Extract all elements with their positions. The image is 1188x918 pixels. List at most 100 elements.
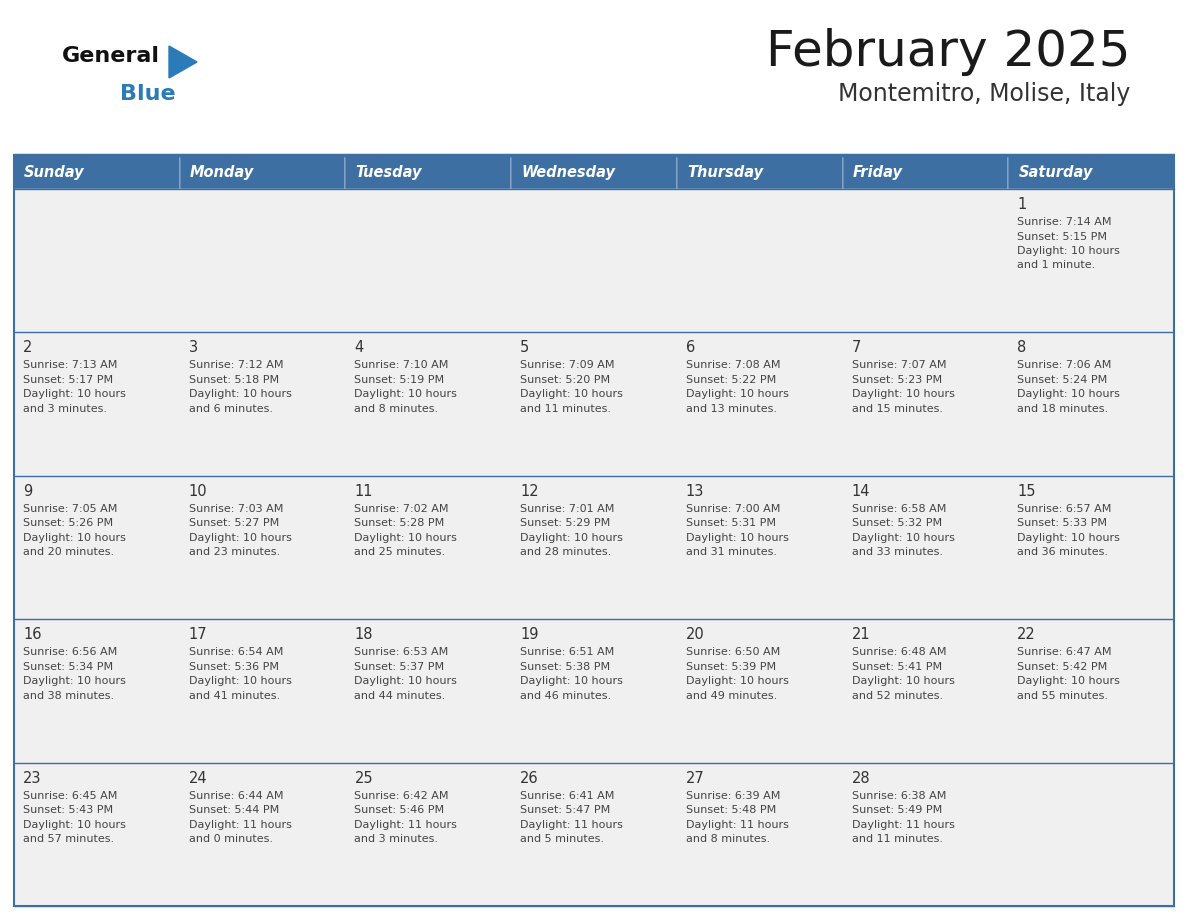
Bar (346, 189, 511, 332)
Bar (179, 476, 346, 620)
Text: Tuesday: Tuesday (355, 164, 422, 180)
Text: Sunrise: 6:38 AM: Sunrise: 6:38 AM (852, 790, 946, 800)
Bar (677, 332, 842, 476)
Text: and 8 minutes.: and 8 minutes. (685, 834, 770, 844)
Text: Sunset: 5:34 PM: Sunset: 5:34 PM (23, 662, 113, 672)
Text: Sunset: 5:46 PM: Sunset: 5:46 PM (354, 805, 444, 815)
Text: Sunrise: 6:57 AM: Sunrise: 6:57 AM (1017, 504, 1112, 514)
Bar (346, 332, 511, 476)
Bar (1009, 620, 1174, 763)
Text: Sunrise: 6:56 AM: Sunrise: 6:56 AM (23, 647, 118, 657)
Bar (1009, 476, 1174, 620)
Text: Daylight: 10 hours: Daylight: 10 hours (23, 820, 126, 830)
Text: Sunset: 5:41 PM: Sunset: 5:41 PM (852, 662, 942, 672)
Text: 27: 27 (685, 770, 704, 786)
Text: 22: 22 (1017, 627, 1036, 643)
Text: Sunset: 5:32 PM: Sunset: 5:32 PM (852, 519, 942, 528)
Text: 9: 9 (23, 484, 32, 498)
Bar (179, 332, 346, 476)
Text: and 3 minutes.: and 3 minutes. (23, 404, 107, 414)
Text: February 2025: February 2025 (765, 28, 1130, 76)
Text: Sunset: 5:37 PM: Sunset: 5:37 PM (354, 662, 444, 672)
Text: Sunrise: 7:13 AM: Sunrise: 7:13 AM (23, 361, 118, 370)
Text: Sunset: 5:48 PM: Sunset: 5:48 PM (685, 805, 776, 815)
Text: and 23 minutes.: and 23 minutes. (189, 547, 280, 557)
Text: Daylight: 11 hours: Daylight: 11 hours (189, 820, 291, 830)
Text: Daylight: 10 hours: Daylight: 10 hours (685, 389, 789, 399)
Text: Sunset: 5:23 PM: Sunset: 5:23 PM (852, 375, 942, 385)
Text: Sunrise: 6:50 AM: Sunrise: 6:50 AM (685, 647, 781, 657)
Text: Daylight: 10 hours: Daylight: 10 hours (354, 389, 457, 399)
Text: 11: 11 (354, 484, 373, 498)
Text: 5: 5 (520, 341, 530, 355)
Text: Sunset: 5:38 PM: Sunset: 5:38 PM (520, 662, 611, 672)
Text: 15: 15 (1017, 484, 1036, 498)
Text: Daylight: 11 hours: Daylight: 11 hours (685, 820, 789, 830)
Text: 10: 10 (189, 484, 208, 498)
Text: and 0 minutes.: and 0 minutes. (189, 834, 273, 844)
Text: Sunset: 5:31 PM: Sunset: 5:31 PM (685, 519, 776, 528)
Bar (14, 189, 179, 332)
Text: 1: 1 (1017, 197, 1026, 212)
Text: Sunset: 5:19 PM: Sunset: 5:19 PM (354, 375, 444, 385)
Text: Sunset: 5:29 PM: Sunset: 5:29 PM (520, 519, 611, 528)
Bar (179, 620, 346, 763)
Text: and 38 minutes.: and 38 minutes. (23, 690, 114, 700)
Text: 3: 3 (189, 341, 198, 355)
Text: 6: 6 (685, 341, 695, 355)
Bar (179, 155, 346, 189)
Text: Daylight: 10 hours: Daylight: 10 hours (354, 532, 457, 543)
Text: Daylight: 10 hours: Daylight: 10 hours (1017, 532, 1120, 543)
Text: 23: 23 (23, 770, 42, 786)
Bar (842, 189, 1009, 332)
Bar (511, 763, 677, 906)
Text: Sunrise: 7:10 AM: Sunrise: 7:10 AM (354, 361, 449, 370)
Bar (346, 155, 511, 189)
Text: Daylight: 11 hours: Daylight: 11 hours (354, 820, 457, 830)
Text: and 5 minutes.: and 5 minutes. (520, 834, 605, 844)
Text: and 3 minutes.: and 3 minutes. (354, 834, 438, 844)
Bar (14, 155, 179, 189)
Text: Sunrise: 7:01 AM: Sunrise: 7:01 AM (520, 504, 614, 514)
Text: Sunrise: 7:02 AM: Sunrise: 7:02 AM (354, 504, 449, 514)
Text: Sunrise: 6:47 AM: Sunrise: 6:47 AM (1017, 647, 1112, 657)
Bar (511, 620, 677, 763)
Text: Sunrise: 6:42 AM: Sunrise: 6:42 AM (354, 790, 449, 800)
Text: Montemitro, Molise, Italy: Montemitro, Molise, Italy (838, 82, 1130, 106)
Text: and 31 minutes.: and 31 minutes. (685, 547, 777, 557)
Text: and 46 minutes.: and 46 minutes. (520, 690, 612, 700)
Text: 20: 20 (685, 627, 704, 643)
Text: Sunrise: 7:09 AM: Sunrise: 7:09 AM (520, 361, 614, 370)
Text: Daylight: 11 hours: Daylight: 11 hours (852, 820, 954, 830)
Text: Sunset: 5:44 PM: Sunset: 5:44 PM (189, 805, 279, 815)
Text: Daylight: 10 hours: Daylight: 10 hours (23, 677, 126, 686)
Text: Daylight: 10 hours: Daylight: 10 hours (520, 677, 623, 686)
Text: Monday: Monday (190, 164, 254, 180)
Text: 28: 28 (852, 770, 870, 786)
Text: Daylight: 10 hours: Daylight: 10 hours (23, 532, 126, 543)
Text: 21: 21 (852, 627, 870, 643)
Text: and 55 minutes.: and 55 minutes. (1017, 690, 1108, 700)
Text: Sunrise: 7:00 AM: Sunrise: 7:00 AM (685, 504, 781, 514)
Bar (14, 763, 179, 906)
Text: Sunset: 5:33 PM: Sunset: 5:33 PM (1017, 519, 1107, 528)
Text: Sunrise: 7:05 AM: Sunrise: 7:05 AM (23, 504, 118, 514)
Text: and 52 minutes.: and 52 minutes. (852, 690, 943, 700)
Bar (511, 155, 677, 189)
Text: and 44 minutes.: and 44 minutes. (354, 690, 446, 700)
Bar (14, 620, 179, 763)
Text: Sunset: 5:17 PM: Sunset: 5:17 PM (23, 375, 113, 385)
Bar (346, 620, 511, 763)
Text: Sunset: 5:24 PM: Sunset: 5:24 PM (1017, 375, 1107, 385)
Text: Blue: Blue (120, 84, 176, 104)
Text: 26: 26 (520, 770, 539, 786)
Text: Sunset: 5:20 PM: Sunset: 5:20 PM (520, 375, 611, 385)
Bar (677, 763, 842, 906)
Text: and 8 minutes.: and 8 minutes. (354, 404, 438, 414)
Bar (1009, 332, 1174, 476)
Text: Sunset: 5:47 PM: Sunset: 5:47 PM (520, 805, 611, 815)
Text: General: General (62, 46, 160, 66)
Text: 12: 12 (520, 484, 539, 498)
Text: Sunset: 5:36 PM: Sunset: 5:36 PM (189, 662, 279, 672)
Text: Daylight: 10 hours: Daylight: 10 hours (354, 677, 457, 686)
